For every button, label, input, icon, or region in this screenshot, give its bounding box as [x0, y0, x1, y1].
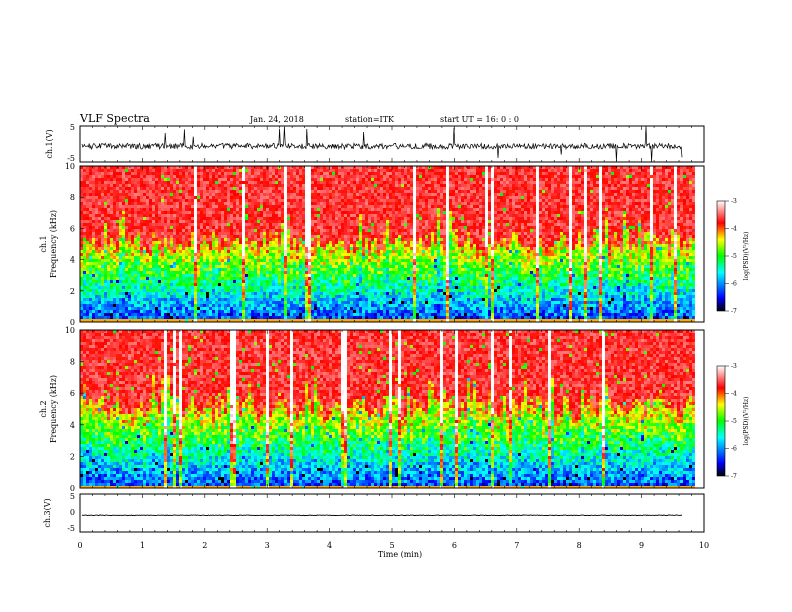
- x-tick-label: 5: [389, 541, 394, 550]
- freq-tick-label: 4: [70, 256, 75, 265]
- ch1-waveform-line: [81, 125, 683, 162]
- ch1-channel-label: ch.1: [39, 235, 48, 252]
- ch1-waveform-panel: 5 -5 ch.1(V): [45, 123, 705, 163]
- date-label: Jan. 24, 2018: [249, 115, 304, 124]
- colorbar-tick-label: -7: [731, 473, 737, 480]
- x-tick-label: 2: [202, 541, 207, 550]
- ch1-colorbar-label: log(PSD)(V²/Hz): [743, 232, 750, 281]
- ch1-ytick-bottom: -5: [67, 154, 75, 163]
- freq-tick-label: 8: [70, 358, 75, 367]
- ch2-channel-label: ch.2: [39, 400, 48, 417]
- ch1-spectrogram-panel: 0 2 4 6 8 10 ch.1 Frequency (kHz): [39, 162, 705, 327]
- x-tick-label: 9: [639, 541, 644, 550]
- ch2-colorbar-ticks: -3 -4 -5 -6 -7: [725, 363, 737, 480]
- ch1-colorbar: -3 -4 -5 -6 -7 log(PSD)(V²/Hz): [716, 198, 750, 315]
- ch3-ytick-mid: 0: [70, 508, 75, 517]
- freq-tick-label: 6: [70, 224, 75, 233]
- ch3-waveform-panel: 5 0 -5 ch.3(V): [43, 492, 705, 533]
- freq-tick-label: 0: [70, 318, 75, 327]
- freq-tick-label: 10: [65, 326, 75, 335]
- x-tick-label: 0: [77, 541, 82, 550]
- ch3-ytick-bottom: -5: [67, 524, 75, 533]
- colorbar-tick-label: -7: [731, 308, 737, 315]
- x-tick-label: 1: [140, 541, 145, 550]
- colorbar-tick-label: -3: [731, 363, 737, 370]
- ch3-ylabel: ch.3(V): [43, 498, 52, 527]
- ch1-colorbar-ticks: -3 -4 -5 -6 -7: [725, 198, 737, 315]
- colorbar-tick-label: -3: [731, 198, 737, 205]
- x-tick-label: 4: [327, 541, 332, 550]
- freq-tick-label: 0: [70, 484, 75, 493]
- ch1-ylabel: ch.1(V): [45, 129, 54, 158]
- ch1-freq-ylabel: Frequency (kHz): [49, 210, 58, 278]
- ch1-waveform-ticks: [79, 126, 705, 162]
- station-label: station=ITK: [345, 115, 395, 124]
- colorbar-tick-label: -5: [731, 253, 737, 260]
- colorbar-tick-label: -5: [731, 418, 737, 425]
- ch1-colorbar-gradient: [716, 200, 726, 312]
- ch2-colorbar: -3 -4 -5 -6 -7 log(PSD)(V²/Hz): [716, 363, 750, 480]
- ch2-colorbar-label: log(PSD)(V²/Hz): [743, 397, 750, 446]
- ch2-spectrogram-yticklabels: 0 2 4 6 8 10: [65, 326, 84, 493]
- colorbar-tick-label: -6: [731, 446, 737, 453]
- freq-tick-label: 10: [65, 162, 75, 171]
- x-axis-label: Time (min): [378, 550, 422, 559]
- colorbar-tick-label: -4: [731, 391, 737, 398]
- ch1-spectrogram-yticklabels: 0 2 4 6 8 10: [65, 162, 84, 327]
- ch1-spectrogram-ticks: [79, 166, 705, 322]
- ch2-spectrogram-ticks: [79, 330, 705, 488]
- freq-tick-label: 2: [70, 287, 75, 296]
- ch3-waveform-line: [81, 514, 683, 517]
- x-tick-label: 10: [699, 541, 709, 550]
- ch2-spectrogram-image: [80, 330, 695, 489]
- freq-tick-label: 2: [70, 452, 75, 461]
- freq-tick-label: 6: [70, 389, 75, 398]
- ch3-ytick-top: 5: [70, 492, 75, 501]
- ch3-waveform-frame: [79, 493, 705, 533]
- ch1-ytick-top: 5: [70, 123, 75, 132]
- x-tick-label: 6: [452, 541, 457, 550]
- colorbar-tick-label: -6: [731, 281, 737, 288]
- x-tick-labels: 0 1 2 3 4 5 6 7 8 9 10: [77, 541, 709, 550]
- ch2-spectrogram-panel: 0 2 4 6 8 10 ch.2 Frequency (kHz): [39, 326, 705, 493]
- ch2-freq-ylabel: Frequency (kHz): [49, 375, 58, 443]
- freq-tick-label: 8: [70, 193, 75, 202]
- freq-tick-label: 4: [70, 421, 75, 430]
- chart-title: VLF Spectra: [79, 112, 150, 125]
- ch2-colorbar-gradient: [716, 365, 726, 477]
- start-time-label: start UT = 16: 0 : 0: [440, 115, 519, 124]
- x-tick-label: 8: [577, 541, 582, 550]
- x-tick-label: 3: [265, 541, 270, 550]
- ch1-spectrogram-image: [80, 166, 695, 323]
- colorbar-tick-label: -4: [731, 226, 737, 233]
- x-tick-label: 7: [514, 541, 519, 550]
- ch3-waveform-ticks: [79, 494, 705, 532]
